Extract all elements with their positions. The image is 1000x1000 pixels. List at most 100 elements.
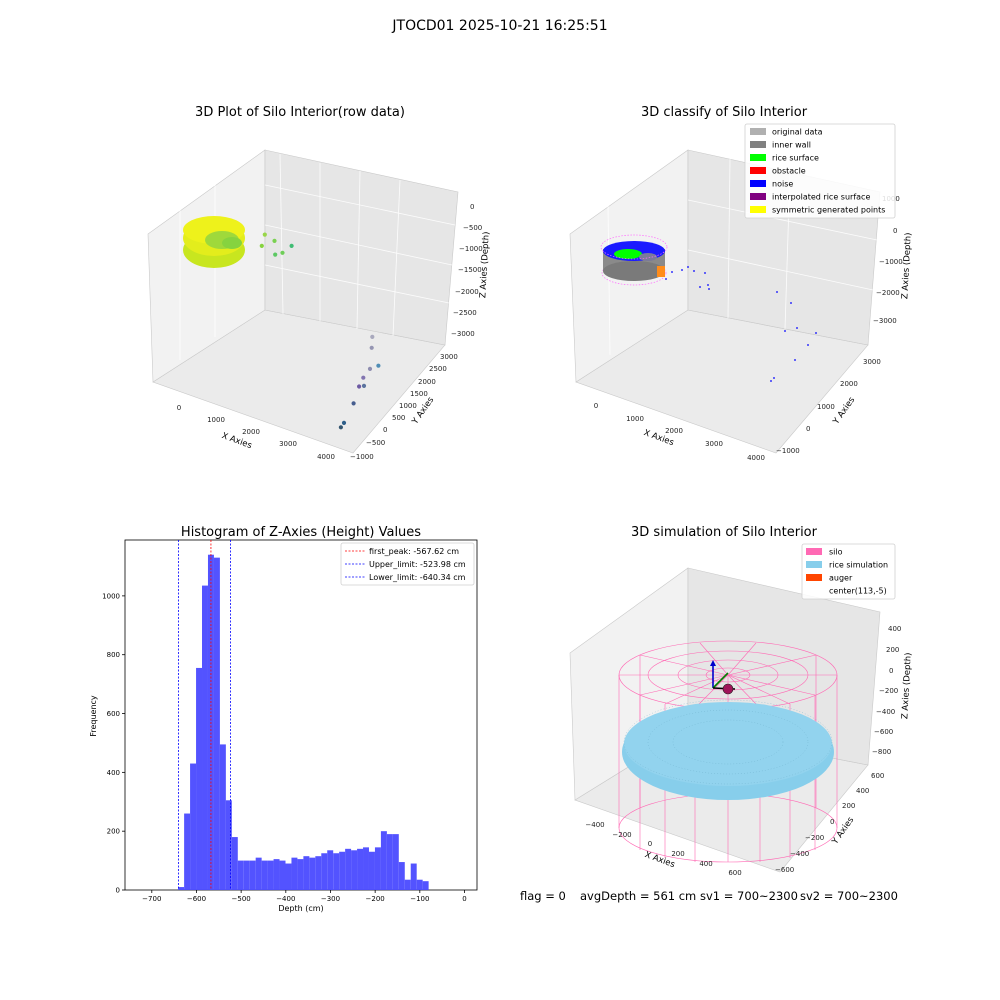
hist-bar (380, 831, 387, 890)
noise-point (693, 270, 695, 272)
hist-xtick-label: −400 (276, 895, 295, 903)
hist-bar (190, 763, 197, 890)
sim-ytick-6: 600 (871, 772, 884, 780)
hist-bar (368, 851, 375, 890)
hist-ytick-label: 800 (107, 651, 120, 659)
hist-bar (309, 857, 316, 890)
status-avg-depth: avgDepth = 561 cm (580, 889, 697, 903)
legend-swatch-obstacle (750, 167, 766, 174)
raw-ytick-5: 1500 (410, 390, 428, 398)
sim-title: 3D simulation of Silo Interior (631, 525, 818, 540)
raw-xtick-3: 3000 (279, 440, 297, 448)
raw-point (361, 375, 366, 380)
hist-xtick-label: −200 (366, 895, 385, 903)
sim-ztick-6: −800 (872, 748, 891, 756)
raw-point (370, 334, 375, 339)
sim-xtick-2: 0 (648, 840, 652, 848)
classify-ytick-0: −1000 (776, 447, 800, 455)
hist-bar (291, 857, 298, 890)
noise-point (687, 266, 689, 268)
raw-gridlines (179, 153, 456, 360)
hist-ytick-label: 400 (107, 769, 120, 777)
raw-xtick-0: 0 (177, 404, 181, 412)
hist-bar (392, 834, 399, 890)
raw-ytick-1: −500 (366, 439, 385, 447)
figure-title: JTOCD01 2025-10-21 16:25:51 (392, 18, 608, 34)
sim-xtick-5: 600 (728, 869, 741, 877)
raw-ytick-7: 2500 (429, 365, 447, 373)
hist-bar (339, 851, 346, 890)
noise-point (776, 291, 778, 293)
hist-bar (285, 863, 292, 890)
raw-point (280, 250, 285, 255)
legend-label-obstacle: obstacle (772, 167, 806, 176)
classify-ytick-1: 0 (806, 425, 810, 433)
hist-bar (249, 860, 256, 890)
raw-xtick-2: 2000 (242, 428, 260, 436)
legend-swatch-original (750, 128, 766, 135)
hist-bar (219, 744, 226, 890)
hist-bar (374, 847, 381, 890)
legend-label-noise: noise (772, 180, 793, 189)
legend-label-rice: rice surface (772, 154, 819, 163)
noise-point (707, 284, 709, 286)
hist-ytick-label: 600 (107, 710, 120, 718)
noise-point (681, 269, 683, 271)
noise-point (699, 286, 701, 288)
hist-bar (202, 585, 208, 890)
raw-point (273, 252, 278, 257)
hist-vlines (178, 540, 231, 890)
hist-bar (363, 847, 369, 890)
panel-raw-3d: 3D Plot of Silo Interior(row data) 0 100… (147, 105, 492, 461)
sim-ytick-2: −200 (805, 834, 824, 842)
classify-ztick-1: 0 (893, 227, 897, 235)
classify-legend: original data inner wall rice surface ob… (744, 123, 896, 219)
hist-xtick-label: −100 (410, 895, 429, 903)
sim-ytick-0: −600 (775, 866, 794, 874)
classify-zlabel: Z Axies (Depth) (900, 232, 913, 299)
hist-bar (398, 862, 405, 890)
hist-bar (279, 860, 286, 890)
legend-swatch-auger (806, 574, 822, 581)
noise-point (796, 327, 798, 329)
raw-zlabel: Z Axies (Depth) (478, 231, 491, 298)
sim-ytick-3: 0 (830, 818, 834, 826)
sim-zlabel: Z Axies (Depth) (900, 652, 913, 719)
hist-bar (345, 848, 352, 890)
hist-ylabel: Frequency (89, 695, 98, 737)
hist-ytick-label: 0 (116, 887, 120, 895)
hist-bar (231, 837, 238, 890)
sim-ytick-5: 400 (856, 787, 869, 795)
sim-ztick-3: −200 (879, 687, 898, 695)
raw-ytick-6: 2000 (418, 378, 436, 386)
hist-bar (410, 863, 417, 890)
raw-ytick-0: −1000 (350, 453, 374, 461)
classify-xtick-0: 0 (594, 402, 598, 410)
sim-ztick-2: 0 (889, 667, 893, 675)
classify-xtick-1: 1000 (626, 415, 644, 423)
hist-bar (386, 834, 393, 890)
hist-bar (422, 881, 429, 890)
hist-title: Histogram of Z-Axies (Height) Values (181, 525, 421, 540)
raw-ztick-0: 0 (470, 203, 474, 211)
raw-point (289, 243, 294, 248)
sim-ytick-1: −400 (790, 850, 809, 858)
raw-point (338, 425, 343, 430)
sim-ytick-4: 200 (842, 802, 855, 810)
legend-label-wall: inner wall (772, 141, 811, 150)
hist-xtick-label: −700 (142, 895, 161, 903)
noise-point (784, 330, 786, 332)
legend-label-auger: auger (829, 574, 853, 583)
legend-label-symmetric: symmetric generated points (772, 206, 885, 215)
noise-point (671, 271, 673, 273)
raw-point (357, 384, 362, 389)
classify-gridlines (607, 158, 878, 356)
classify-noise-points (665, 266, 817, 382)
raw-point (376, 363, 381, 368)
hist-bar (243, 860, 250, 890)
legend-swatch-symmetric (750, 206, 766, 213)
raw-ztick-3: −1500 (458, 266, 482, 274)
raw-ytick-8: 3000 (440, 353, 458, 361)
raw-point (367, 366, 373, 371)
